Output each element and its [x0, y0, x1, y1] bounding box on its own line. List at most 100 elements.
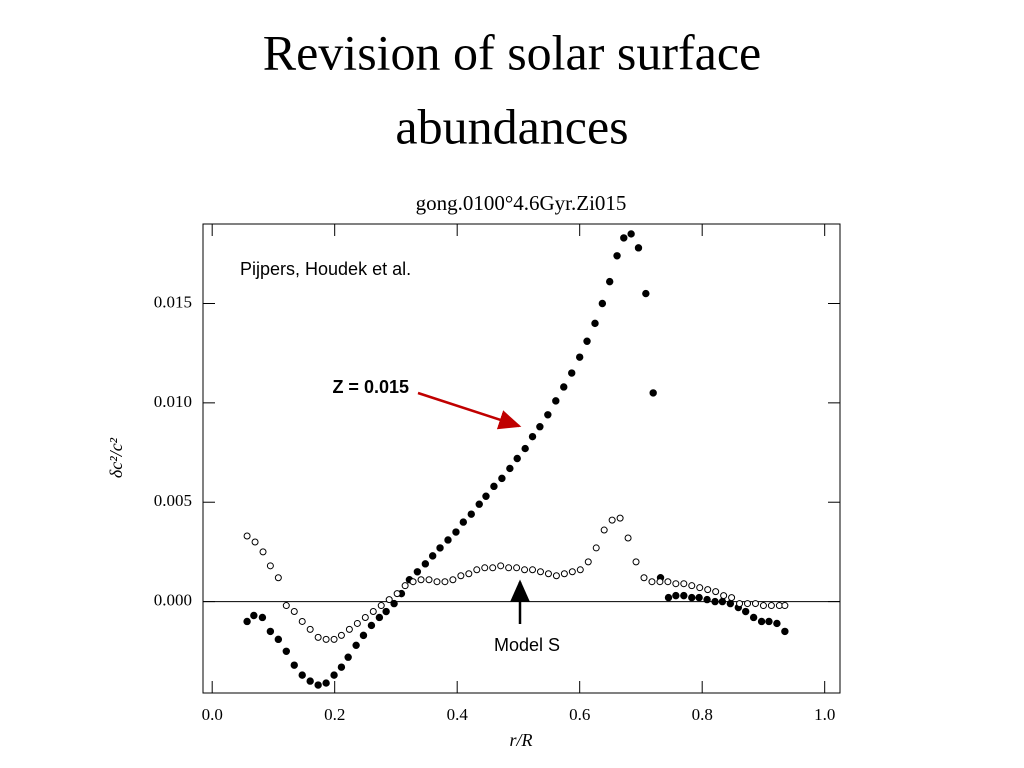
plot-frame [202, 223, 841, 694]
data-point [290, 608, 298, 616]
data-point [751, 600, 759, 608]
data-point [481, 564, 489, 572]
data-point [568, 369, 576, 377]
data-point [536, 568, 544, 576]
data-point [648, 578, 656, 586]
data-point [282, 602, 290, 610]
data-point [560, 570, 568, 578]
data-point [361, 613, 369, 621]
data-point [649, 389, 657, 397]
data-point [584, 558, 592, 566]
data-point [505, 564, 513, 572]
x-tick-label: 0.6 [569, 705, 590, 724]
data-point [353, 619, 361, 627]
data-point [703, 595, 711, 604]
data-point [377, 602, 385, 610]
data-point [513, 564, 521, 572]
data-point [712, 588, 720, 596]
data-point [627, 230, 635, 238]
x-tick-label: 0.8 [692, 705, 713, 724]
data-point [465, 570, 473, 578]
data-point [375, 613, 384, 622]
data-point [765, 617, 773, 626]
data-point [330, 671, 338, 679]
data-point [243, 617, 251, 626]
data-point [452, 528, 460, 536]
data-point [695, 593, 703, 602]
data-point [390, 599, 398, 608]
data-point [664, 578, 672, 586]
data-point [473, 566, 481, 574]
data-point [497, 562, 505, 570]
data-point [592, 544, 600, 552]
data-point [274, 635, 283, 644]
data-point [467, 510, 475, 518]
data-point [634, 244, 643, 252]
data-point [417, 576, 425, 584]
data-point [741, 607, 750, 616]
data-point [552, 397, 560, 405]
data-point [568, 568, 576, 576]
data-point [529, 566, 537, 574]
annotation: Z = 0.015 [332, 377, 409, 397]
data-point [413, 568, 422, 576]
data-point [513, 454, 521, 463]
data-point [259, 548, 267, 556]
data-point [382, 607, 390, 616]
data-point [576, 566, 584, 574]
data-point [728, 594, 736, 602]
data-point [624, 534, 632, 542]
data-point [314, 633, 322, 641]
data-point [298, 671, 306, 679]
data-point [591, 319, 599, 328]
data-point [345, 625, 353, 633]
data-point [475, 500, 483, 508]
data-point [575, 353, 584, 361]
data-point [258, 613, 267, 622]
data-point [642, 289, 650, 298]
data-point [680, 591, 688, 600]
data-point [425, 576, 433, 584]
data-point [688, 593, 696, 602]
data-point [749, 613, 758, 622]
data-point [433, 578, 441, 586]
data-point [393, 590, 401, 598]
data-point [620, 234, 628, 242]
x-tick-label: 0.4 [447, 705, 469, 724]
data-point [773, 619, 781, 628]
data-point [781, 602, 789, 610]
x-tick-label: 0.2 [324, 705, 345, 724]
data-point [352, 641, 360, 650]
data-point [385, 596, 393, 604]
data-point [314, 681, 322, 689]
y-axis-label: δc²/c² [106, 437, 126, 478]
data-point [359, 631, 368, 640]
data-point [282, 647, 290, 655]
data-point [306, 625, 314, 633]
data-point [688, 582, 696, 590]
data-point [672, 580, 680, 588]
data-point [306, 677, 314, 685]
data-point [337, 663, 346, 671]
data-point [781, 627, 789, 636]
data-point [521, 444, 529, 453]
data-point [490, 482, 498, 491]
data-point [632, 558, 640, 566]
data-point [711, 597, 719, 606]
y-tick-label: 0.005 [154, 491, 192, 510]
data-point [613, 252, 621, 260]
data-point [736, 600, 744, 608]
data-point [409, 578, 417, 586]
data-point [680, 580, 688, 588]
data-point [250, 611, 258, 620]
data-point [704, 586, 712, 594]
x-tick-label: 1.0 [814, 705, 835, 724]
data-point [506, 464, 514, 473]
data-point [344, 653, 352, 661]
data-point [744, 600, 752, 608]
data-point [560, 383, 568, 391]
data-point [322, 679, 330, 687]
data-point [759, 602, 767, 610]
data-point [367, 621, 376, 630]
